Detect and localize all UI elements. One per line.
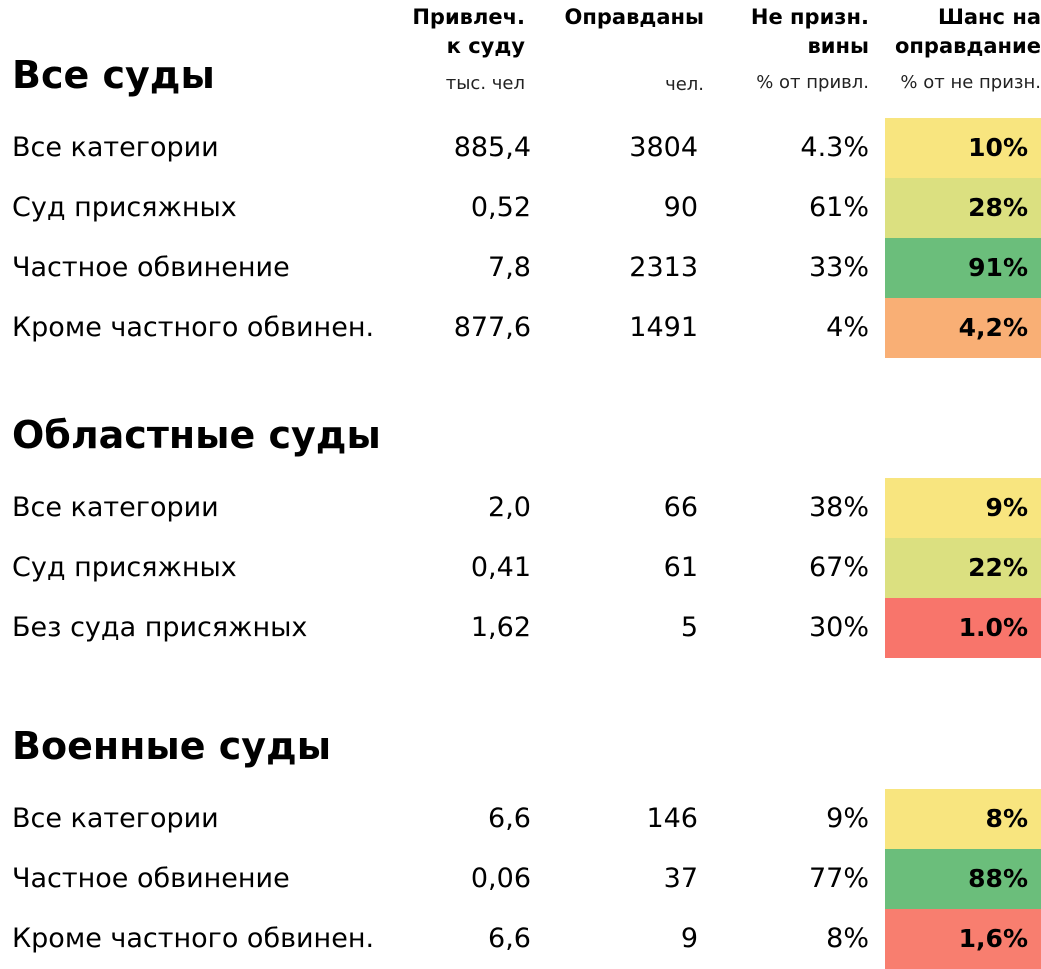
chance-cell: 8%: [885, 789, 1041, 849]
accused-value: 6,6: [488, 803, 531, 834]
row-label: Суд присяжных: [12, 552, 237, 583]
row-label: Частное обвинение: [12, 252, 290, 283]
not-guilty-value: 30%: [808, 612, 869, 643]
acquitted-value: 2313: [629, 252, 698, 283]
acquitted-value: 61: [663, 552, 698, 583]
row-label: Все категории: [12, 132, 219, 163]
chance-cell: 10%: [885, 118, 1041, 178]
chance-value: 8%: [985, 804, 1028, 833]
chance-value: 1.0%: [958, 613, 1028, 642]
header-chance: Шанс на оправдание: [895, 3, 1041, 61]
row-label: Все категории: [12, 492, 219, 523]
chance-cell: 91%: [885, 238, 1041, 298]
chance-cell: 1.0%: [885, 598, 1041, 658]
unit-not-guilty: % от привл.: [756, 72, 869, 93]
table-row: Суд присяжных 0,41 61 67% 22%: [0, 538, 1041, 598]
unit-accused: тыс. чел: [445, 73, 525, 94]
header-not-guilty-line1: Не призн.: [750, 5, 869, 29]
header-acquitted-line1: Оправданы: [564, 5, 704, 29]
section-title-regional-courts: Областные суды: [12, 413, 381, 457]
row-label: Без суда присяжных: [12, 612, 308, 643]
chance-cell: 28%: [885, 178, 1041, 238]
accused-value: 1,62: [470, 612, 531, 643]
chance-value: 88%: [968, 864, 1028, 893]
accused-value: 0,06: [470, 863, 531, 894]
accused-value: 885,4: [453, 132, 531, 163]
not-guilty-value: 4.3%: [800, 132, 869, 163]
not-guilty-value: 8%: [826, 923, 869, 954]
header-not-guilty: Не призн. вины: [751, 3, 869, 61]
table-row: Кроме частного обвинен. 877,6 1491 4% 4,…: [0, 298, 1041, 358]
table-row: Кроме частного обвинен. 6,6 9 8% 1,6%: [0, 909, 1041, 969]
accused-value: 0,41: [470, 552, 531, 583]
row-label: Все категории: [12, 803, 219, 834]
row-label: Кроме частного обвинен.: [12, 312, 375, 343]
acquitted-value: 37: [663, 863, 698, 894]
table-row: Все категории 885,4 3804 4.3% 10%: [0, 118, 1041, 178]
table-row: Частное обвинение 0,06 37 77% 88%: [0, 849, 1041, 909]
table-row: Частное обвинение 7,8 2313 33% 91%: [0, 238, 1041, 298]
chance-value: 10%: [968, 133, 1028, 162]
row-label: Кроме частного обвинен.: [12, 923, 375, 954]
not-guilty-value: 77%: [808, 863, 869, 894]
not-guilty-value: 9%: [826, 803, 869, 834]
chance-value: 4,2%: [958, 313, 1028, 342]
header-acquitted: Оправданы: [565, 3, 704, 32]
acquitted-value: 5: [680, 612, 698, 643]
chance-value: 22%: [968, 553, 1028, 582]
section-title-all-courts: Все суды: [12, 53, 215, 97]
table-row: Все категории 2,0 66 38% 9%: [0, 478, 1041, 538]
not-guilty-value: 4%: [826, 312, 869, 343]
unit-acquitted: чел.: [665, 74, 704, 95]
chance-cell: 4,2%: [885, 298, 1041, 358]
accused-value: 0,52: [470, 192, 531, 223]
header-accused-line1: Привлеч.: [412, 5, 525, 29]
acquitted-value: 1491: [629, 312, 698, 343]
header-accused-line2: к суду: [446, 34, 525, 58]
not-guilty-value: 67%: [808, 552, 869, 583]
accused-value: 2,0: [488, 492, 531, 523]
row-label: Суд присяжных: [12, 192, 237, 223]
acquitted-value: 90: [663, 192, 698, 223]
header-chance-line2: оправдание: [894, 34, 1041, 58]
header-chance-line1: Шанс на: [937, 5, 1041, 29]
chance-value: 91%: [968, 253, 1028, 282]
table-row: Все категории 6,6 146 9% 8%: [0, 789, 1041, 849]
chance-cell: 9%: [885, 478, 1041, 538]
accused-value: 877,6: [453, 312, 531, 343]
row-label: Частное обвинение: [12, 863, 290, 894]
header-not-guilty-line2: вины: [807, 34, 869, 58]
accused-value: 6,6: [488, 923, 531, 954]
chance-cell: 88%: [885, 849, 1041, 909]
chance-value: 1,6%: [958, 924, 1028, 953]
chance-value: 9%: [985, 493, 1028, 522]
acquitted-value: 146: [646, 803, 698, 834]
table-row: Суд присяжных 0,52 90 61% 28%: [0, 178, 1041, 238]
acquitted-value: 9: [680, 923, 698, 954]
header-accused: Привлеч. к суду: [412, 3, 525, 61]
not-guilty-value: 61%: [808, 192, 869, 223]
not-guilty-value: 33%: [808, 252, 869, 283]
section-title-military-courts: Военные суды: [12, 724, 332, 768]
unit-chance: % от не призн.: [900, 72, 1041, 93]
chance-value: 28%: [968, 193, 1028, 222]
accused-value: 7,8: [488, 252, 531, 283]
chance-cell: 1,6%: [885, 909, 1041, 969]
not-guilty-value: 38%: [808, 492, 869, 523]
acquitted-value: 3804: [629, 132, 698, 163]
table-row: Без суда присяжных 1,62 5 30% 1.0%: [0, 598, 1041, 658]
acquitted-value: 66: [663, 492, 698, 523]
chance-cell: 22%: [885, 538, 1041, 598]
